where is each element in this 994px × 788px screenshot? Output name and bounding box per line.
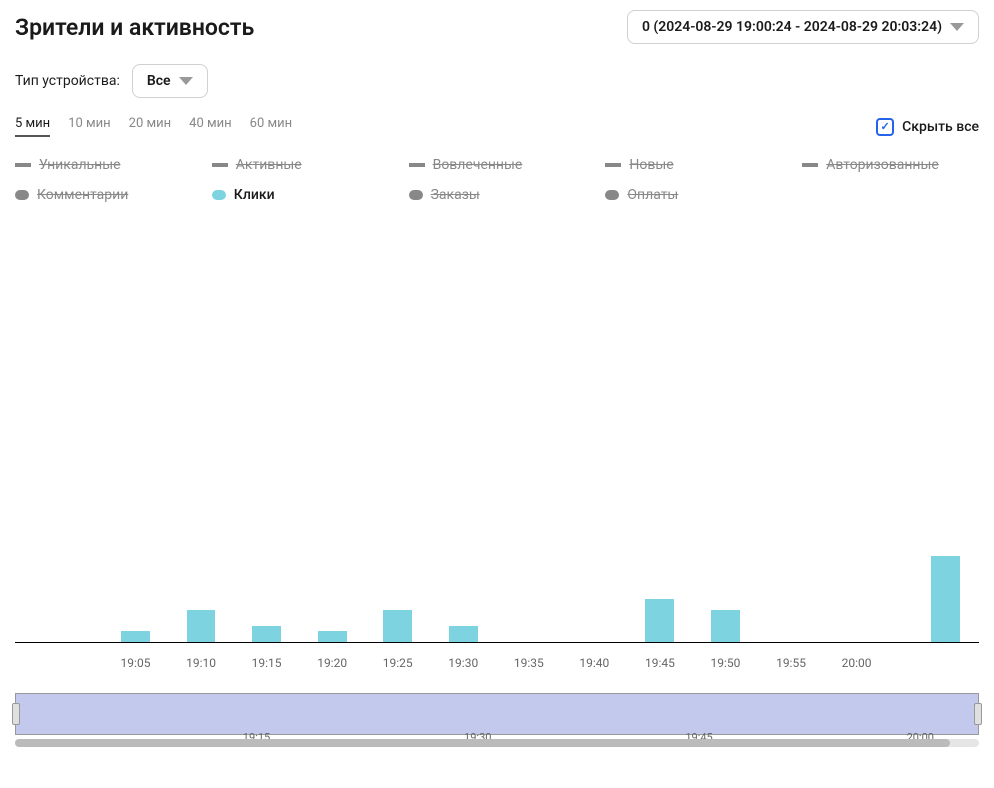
chart-bar (931, 556, 960, 642)
chart-bar (645, 599, 674, 642)
legend-label: Клики (234, 187, 275, 203)
x-axis-label: 19:25 (383, 656, 413, 670)
legend-marker-icon (605, 190, 619, 200)
legend-marker-icon (802, 163, 818, 167)
x-axis-label: 19:15 (252, 656, 282, 670)
legend-label: Заказы (431, 187, 480, 203)
legend-label: Оплаты (627, 187, 678, 203)
legend-label: Вовлеченные (433, 157, 523, 173)
x-axis-label: 19:30 (448, 656, 478, 670)
x-axis-label: 19:55 (776, 656, 806, 670)
x-axis-label: 19:45 (645, 656, 675, 670)
x-axis-label: 19:05 (121, 656, 151, 670)
time-scrubber[interactable]: 19:1519:3019:4520:00 (15, 693, 979, 735)
legend-item[interactable]: Клики (212, 187, 389, 203)
chart-bar (187, 610, 216, 642)
legend-item[interactable]: Новые (605, 157, 782, 173)
legend-item[interactable]: Оплаты (605, 187, 782, 203)
date-range-selector[interactable]: 0 (2024-08-29 19:00:24 - 2024-08-29 20:0… (627, 10, 979, 44)
legend-marker-icon (409, 163, 425, 167)
x-axis-label: 19:10 (186, 656, 216, 670)
legend-marker-icon (605, 163, 621, 167)
x-axis-label: 19:35 (514, 656, 544, 670)
chart-container: 19:05 19:10 19:15 19:20 19:25 19:30 19:35 19:40… (15, 213, 979, 673)
interval-tabs: 5 мин 10 мин 20 мин 40 мин 60 мин (15, 116, 292, 137)
legend-item[interactable]: Авторизованные (802, 157, 979, 173)
legend-item[interactable]: Активные (212, 157, 389, 173)
chart-bar (711, 610, 740, 642)
legend-marker-icon (212, 190, 226, 200)
device-type-selector[interactable]: Все (132, 64, 208, 98)
legend-marker-icon (212, 163, 228, 167)
chevron-down-icon (179, 77, 193, 85)
chart-bar (383, 610, 412, 642)
chart-bar (121, 631, 150, 642)
date-range-value: 0 (2024-08-29 19:00:24 - 2024-08-29 20:0… (642, 19, 942, 35)
interval-tab[interactable]: 5 мин (15, 116, 50, 137)
checkbox-checked-icon: ✓ (876, 118, 894, 136)
legend-marker-icon (15, 163, 31, 167)
legend-item[interactable]: Комментарии (15, 187, 192, 203)
x-axis-labels: 19:05 19:10 19:15 19:20 19:25 19:30 19:35 19:40… (15, 648, 979, 673)
legend-label: Комментарии (37, 187, 128, 203)
x-axis-label: 19:40 (579, 656, 609, 670)
legend-label: Уникальные (39, 157, 121, 173)
interval-tab[interactable]: 40 мин (189, 116, 231, 137)
legend-item[interactable]: Уникальные (15, 157, 192, 173)
legend-label: Активные (236, 157, 302, 173)
chart-bar (318, 631, 347, 642)
legend-marker-icon (15, 190, 29, 200)
device-type-label: Тип устройства: (15, 73, 120, 89)
device-type-value: Все (147, 73, 171, 89)
scrollbar-thumb[interactable] (15, 739, 950, 747)
chart-bar (252, 626, 281, 642)
horizontal-scrollbar[interactable] (15, 739, 979, 747)
x-axis-label: 19:50 (711, 656, 741, 670)
scrubber-handle-left[interactable] (12, 703, 20, 725)
hide-all-label: Скрыть все (902, 119, 979, 135)
chart-legend: Уникальные Активные Вовлеченные Новые Автори… (15, 157, 979, 203)
interval-tab[interactable]: 20 мин (129, 116, 171, 137)
interval-tab[interactable]: 10 мин (68, 116, 110, 137)
legend-marker-icon (409, 190, 423, 200)
legend-label: Новые (629, 157, 673, 173)
chevron-down-icon (950, 23, 964, 31)
x-axis-label: 20:00 (842, 656, 872, 670)
hide-all-button[interactable]: ✓ Скрыть все (876, 118, 979, 136)
legend-label: Авторизованные (826, 157, 939, 173)
page-title: Зрители и активность (15, 14, 254, 41)
interval-tab[interactable]: 60 мин (250, 116, 292, 137)
chart-area (15, 213, 979, 643)
legend-item[interactable]: Заказы (409, 187, 586, 203)
chart-bar (449, 626, 478, 642)
scrubber-handle-right[interactable] (974, 703, 982, 725)
legend-item[interactable]: Вовлеченные (409, 157, 586, 173)
x-axis-label: 19:20 (317, 656, 347, 670)
